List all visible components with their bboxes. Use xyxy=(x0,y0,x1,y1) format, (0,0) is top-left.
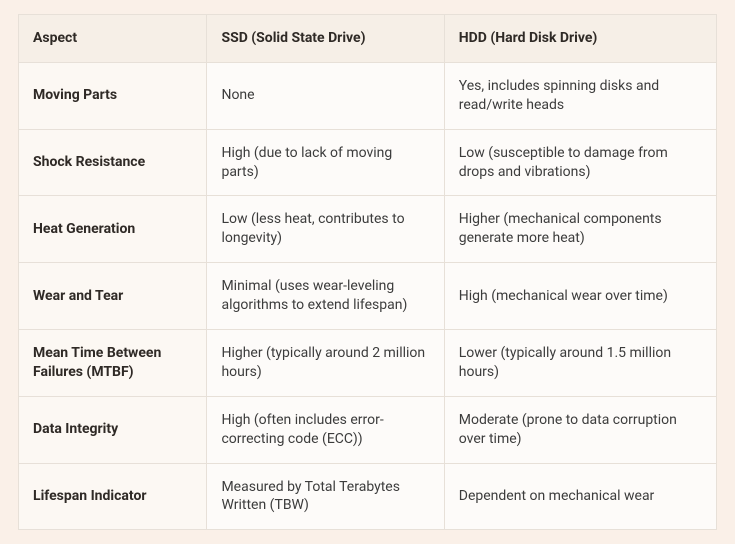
cell-ssd: None xyxy=(207,62,444,129)
comparison-table-container: Aspect SSD (Solid State Drive) HDD (Hard… xyxy=(0,0,735,544)
cell-ssd: Low (less heat, contributes to longevity… xyxy=(207,196,444,263)
col-header-hdd: HDD (Hard Disk Drive) xyxy=(444,15,716,63)
row-header: Data Integrity xyxy=(19,396,207,463)
cell-ssd: High (often includes error-correcting co… xyxy=(207,396,444,463)
cell-hdd: Moderate (prone to data corruption over … xyxy=(444,396,716,463)
cell-ssd: Minimal (uses wear-leveling algorithms t… xyxy=(207,263,444,330)
cell-ssd: High (due to lack of moving parts) xyxy=(207,129,444,196)
table-header-row: Aspect SSD (Solid State Drive) HDD (Hard… xyxy=(19,15,717,63)
row-header: Heat Generation xyxy=(19,196,207,263)
cell-hdd: Higher (mechanical components generate m… xyxy=(444,196,716,263)
cell-hdd: Low (susceptible to damage from drops an… xyxy=(444,129,716,196)
cell-ssd: Measured by Total Terabytes Written (TBW… xyxy=(207,463,444,530)
table-row: Shock Resistance High (due to lack of mo… xyxy=(19,129,717,196)
row-header: Wear and Tear xyxy=(19,263,207,330)
row-header: Lifespan Indicator xyxy=(19,463,207,530)
cell-hdd: High (mechanical wear over time) xyxy=(444,263,716,330)
cell-hdd: Lower (typically around 1.5 million hour… xyxy=(444,330,716,397)
row-header: Moving Parts xyxy=(19,62,207,129)
cell-hdd: Yes, includes spinning disks and read/wr… xyxy=(444,62,716,129)
col-header-aspect: Aspect xyxy=(19,15,207,63)
row-header: Shock Resistance xyxy=(19,129,207,196)
table-row: Moving Parts None Yes, includes spinning… xyxy=(19,62,717,129)
col-header-ssd: SSD (Solid State Drive) xyxy=(207,15,444,63)
table-row: Data Integrity High (often includes erro… xyxy=(19,396,717,463)
table-row: Lifespan Indicator Measured by Total Ter… xyxy=(19,463,717,530)
cell-hdd: Dependent on mechanical wear xyxy=(444,463,716,530)
table-row: Mean Time Between Failures (MTBF) Higher… xyxy=(19,330,717,397)
cell-ssd: Higher (typically around 2 million hours… xyxy=(207,330,444,397)
table-row: Wear and Tear Minimal (uses wear-levelin… xyxy=(19,263,717,330)
table-row: Heat Generation Low (less heat, contribu… xyxy=(19,196,717,263)
row-header: Mean Time Between Failures (MTBF) xyxy=(19,330,207,397)
comparison-table: Aspect SSD (Solid State Drive) HDD (Hard… xyxy=(18,14,717,530)
